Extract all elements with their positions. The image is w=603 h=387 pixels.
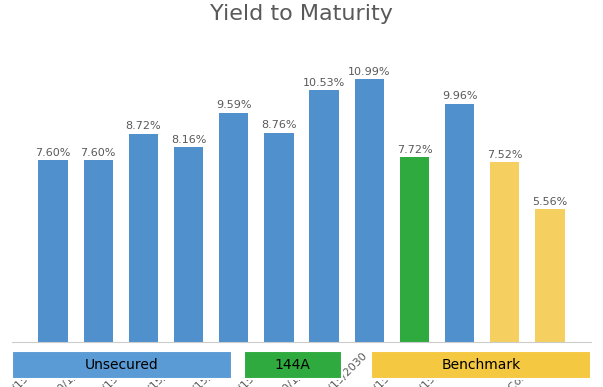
Bar	[39, 160, 68, 342]
Text: 5.56%: 5.56%	[532, 197, 567, 207]
Text: 10.99%: 10.99%	[348, 67, 391, 77]
FancyBboxPatch shape	[371, 351, 591, 379]
FancyBboxPatch shape	[244, 351, 342, 379]
Bar	[309, 90, 339, 342]
Title: Yield to Maturity: Yield to Maturity	[210, 4, 393, 24]
FancyBboxPatch shape	[12, 351, 232, 379]
Text: 144A: 144A	[275, 358, 311, 372]
Bar	[264, 133, 294, 342]
Text: 7.72%: 7.72%	[397, 145, 432, 155]
Bar	[219, 113, 248, 342]
Bar	[84, 160, 113, 342]
Text: 8.16%: 8.16%	[171, 135, 206, 144]
Text: 10.53%: 10.53%	[303, 78, 345, 88]
Text: 8.72%: 8.72%	[125, 121, 161, 131]
Bar	[490, 162, 519, 342]
Bar	[400, 158, 429, 342]
Text: 9.96%: 9.96%	[442, 91, 478, 101]
Bar	[535, 209, 564, 342]
Bar	[128, 134, 158, 342]
Text: Unsecured: Unsecured	[85, 358, 159, 372]
Bar	[355, 79, 384, 342]
Text: 8.76%: 8.76%	[261, 120, 297, 130]
Text: Benchmark: Benchmark	[441, 358, 520, 372]
Bar	[174, 147, 203, 342]
Text: 7.60%: 7.60%	[81, 148, 116, 158]
Bar	[445, 104, 475, 342]
Text: 7.60%: 7.60%	[36, 148, 71, 158]
Text: 9.59%: 9.59%	[216, 100, 251, 110]
Text: 7.52%: 7.52%	[487, 150, 523, 160]
